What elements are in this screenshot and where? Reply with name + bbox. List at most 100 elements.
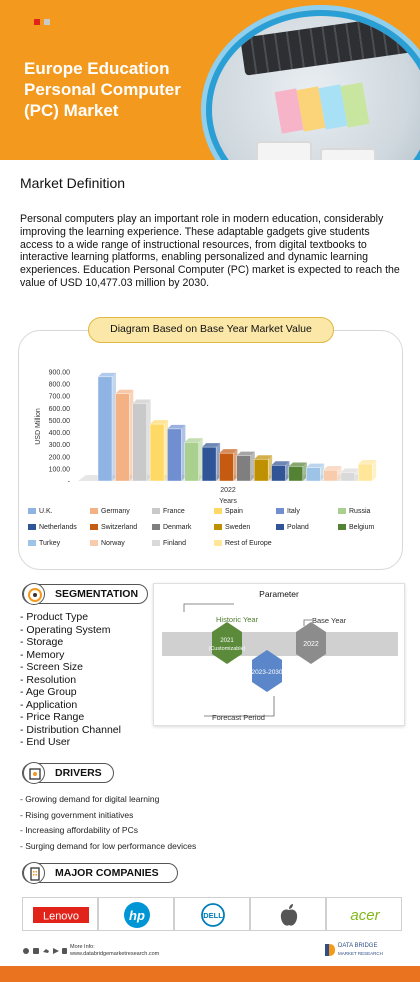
y-tick-label: 600.00 [49, 406, 71, 413]
legend-item: Italy [276, 508, 300, 515]
desk-stationery-photo [206, 10, 420, 160]
chart-title: Diagram Based on Base Year Market Value [88, 317, 334, 343]
youtube-icon [53, 948, 59, 954]
company-logos: Lenovo hp DELL acer [22, 897, 402, 931]
more-info-label: More Info: [70, 944, 95, 950]
y-tick-label: 300.00 [49, 442, 71, 449]
segmentation-icon [23, 583, 45, 605]
driver-item: - Increasing affordability of PCs [20, 825, 138, 836]
legend-swatch [90, 524, 98, 531]
whatsapp-icon [23, 948, 29, 954]
segmentation-item: - Resolution [20, 673, 77, 686]
bar-netherlands [201, 443, 221, 482]
legend-label: Sweden [225, 524, 251, 531]
data-bridge-icon [325, 944, 335, 956]
market-definition-title: Market Definition [20, 175, 126, 191]
legend-swatch [90, 508, 98, 515]
red-dot-icon [34, 19, 40, 25]
title-line-2: Personal Computer [24, 80, 181, 99]
bar-finland [340, 468, 359, 482]
legend-label: Finland [163, 540, 186, 547]
segmentation-item: - Age Group [20, 686, 77, 698]
svg-text:hp: hp [129, 908, 145, 923]
hex-historic-year: 2021 [220, 638, 234, 644]
parameter-title: Parameter [259, 589, 299, 599]
driver-item: - Rising government initiatives [20, 809, 134, 820]
legend-swatch [214, 540, 222, 547]
legend-item: Poland [276, 524, 309, 531]
hex-historic-note: (Customizable) [209, 646, 246, 652]
bar-italy [167, 424, 186, 482]
base-year-hex [296, 622, 326, 664]
legend-label: U.K. [39, 508, 53, 515]
bar-denmark [236, 451, 255, 482]
y-tick-label: 500.00 [49, 418, 71, 425]
legend-swatch [28, 540, 36, 547]
legend-label: Denmark [163, 524, 192, 531]
legend-label: Turkey [39, 540, 61, 547]
legend-swatch [276, 508, 284, 515]
bar-rest-of-europe [358, 460, 377, 482]
clip-box-left [256, 141, 312, 160]
parameter-diagram: Historic Year Base Year Forecast Period … [162, 603, 398, 722]
y-axis-label: USD Million [35, 408, 42, 445]
legend-label: Norway [101, 540, 125, 547]
y-tick-label: - [68, 479, 71, 486]
legend-label: Belgium [349, 524, 375, 531]
segmentation-item: - Memory [20, 648, 65, 661]
svg-text:acer: acer [350, 907, 380, 924]
legend-label: Netherlands [39, 524, 77, 531]
title-line-3: (PC) Market [24, 101, 119, 120]
social-icons[interactable] [22, 947, 67, 957]
base-year-label: Base Year [312, 616, 347, 625]
segmentation-item: - Operating System [20, 623, 111, 636]
legend-item: Netherlands [28, 524, 77, 531]
keyboard-image [240, 16, 414, 76]
legend-swatch [152, 540, 160, 547]
legend-label: France [163, 508, 185, 515]
bar-germany [115, 389, 134, 482]
brand-line-2: MARKET RESEARCH [338, 951, 383, 956]
legend-label: Spain [225, 508, 243, 515]
legend-item: Spain [214, 508, 243, 515]
svg-text:DELL: DELL [203, 911, 223, 920]
historic-year-hex [212, 622, 242, 664]
website-link[interactable]: www.databridgemarketresearch.com [70, 951, 160, 957]
bar-belgium [288, 462, 307, 482]
legend-swatch [90, 540, 98, 547]
legend-item: Germany [90, 508, 130, 515]
legend-swatch [276, 524, 284, 531]
y-tick-label: 900.00 [49, 370, 71, 377]
legend-item: Turkey [28, 540, 60, 547]
bar-russia [184, 438, 203, 482]
drivers-icon [23, 762, 45, 784]
segmentation-list: - Product Type - Operating System - Storag… [20, 611, 121, 749]
facebook-icon [33, 948, 39, 954]
hp-logo: hp [98, 897, 174, 931]
data-bridge-logo: DATA BRIDGE MARKET RESEARCH [325, 943, 383, 957]
title-line-1: Europe Education [24, 59, 170, 78]
segmentation-item: - Application [20, 698, 78, 711]
segmentation-item: - Storage [20, 636, 64, 648]
legend-label: Switzerland [101, 524, 138, 531]
legend-item: Denmark [152, 524, 191, 531]
legend-item: Belgium [338, 524, 374, 531]
parameter-panel: Parameter Historic Year Base Year Foreca… [153, 583, 405, 726]
legend-swatch [28, 508, 36, 515]
header-banner: Europe Education Personal Computer (PC) … [0, 0, 420, 160]
legend-swatch [152, 508, 160, 515]
svg-text:Lenovo: Lenovo [43, 911, 79, 923]
legend-item: U.K. [28, 508, 53, 515]
acer-logo: acer [326, 897, 402, 931]
more-info[interactable]: More Info: www.databridgemarketresearch.… [70, 944, 159, 958]
apple-logo [250, 897, 326, 931]
x-category-label: 2022 [220, 487, 236, 494]
twitter-icon [43, 949, 49, 953]
segmentation-item: - End User [20, 736, 71, 748]
dell-logo: DELL [174, 897, 250, 931]
instagram-icon [62, 948, 67, 954]
hex-base-year: 2022 [303, 641, 319, 648]
hex-forecast-years: 2023-2030 [251, 669, 282, 676]
bar-spain [149, 420, 169, 482]
clip-box-right [320, 148, 376, 160]
